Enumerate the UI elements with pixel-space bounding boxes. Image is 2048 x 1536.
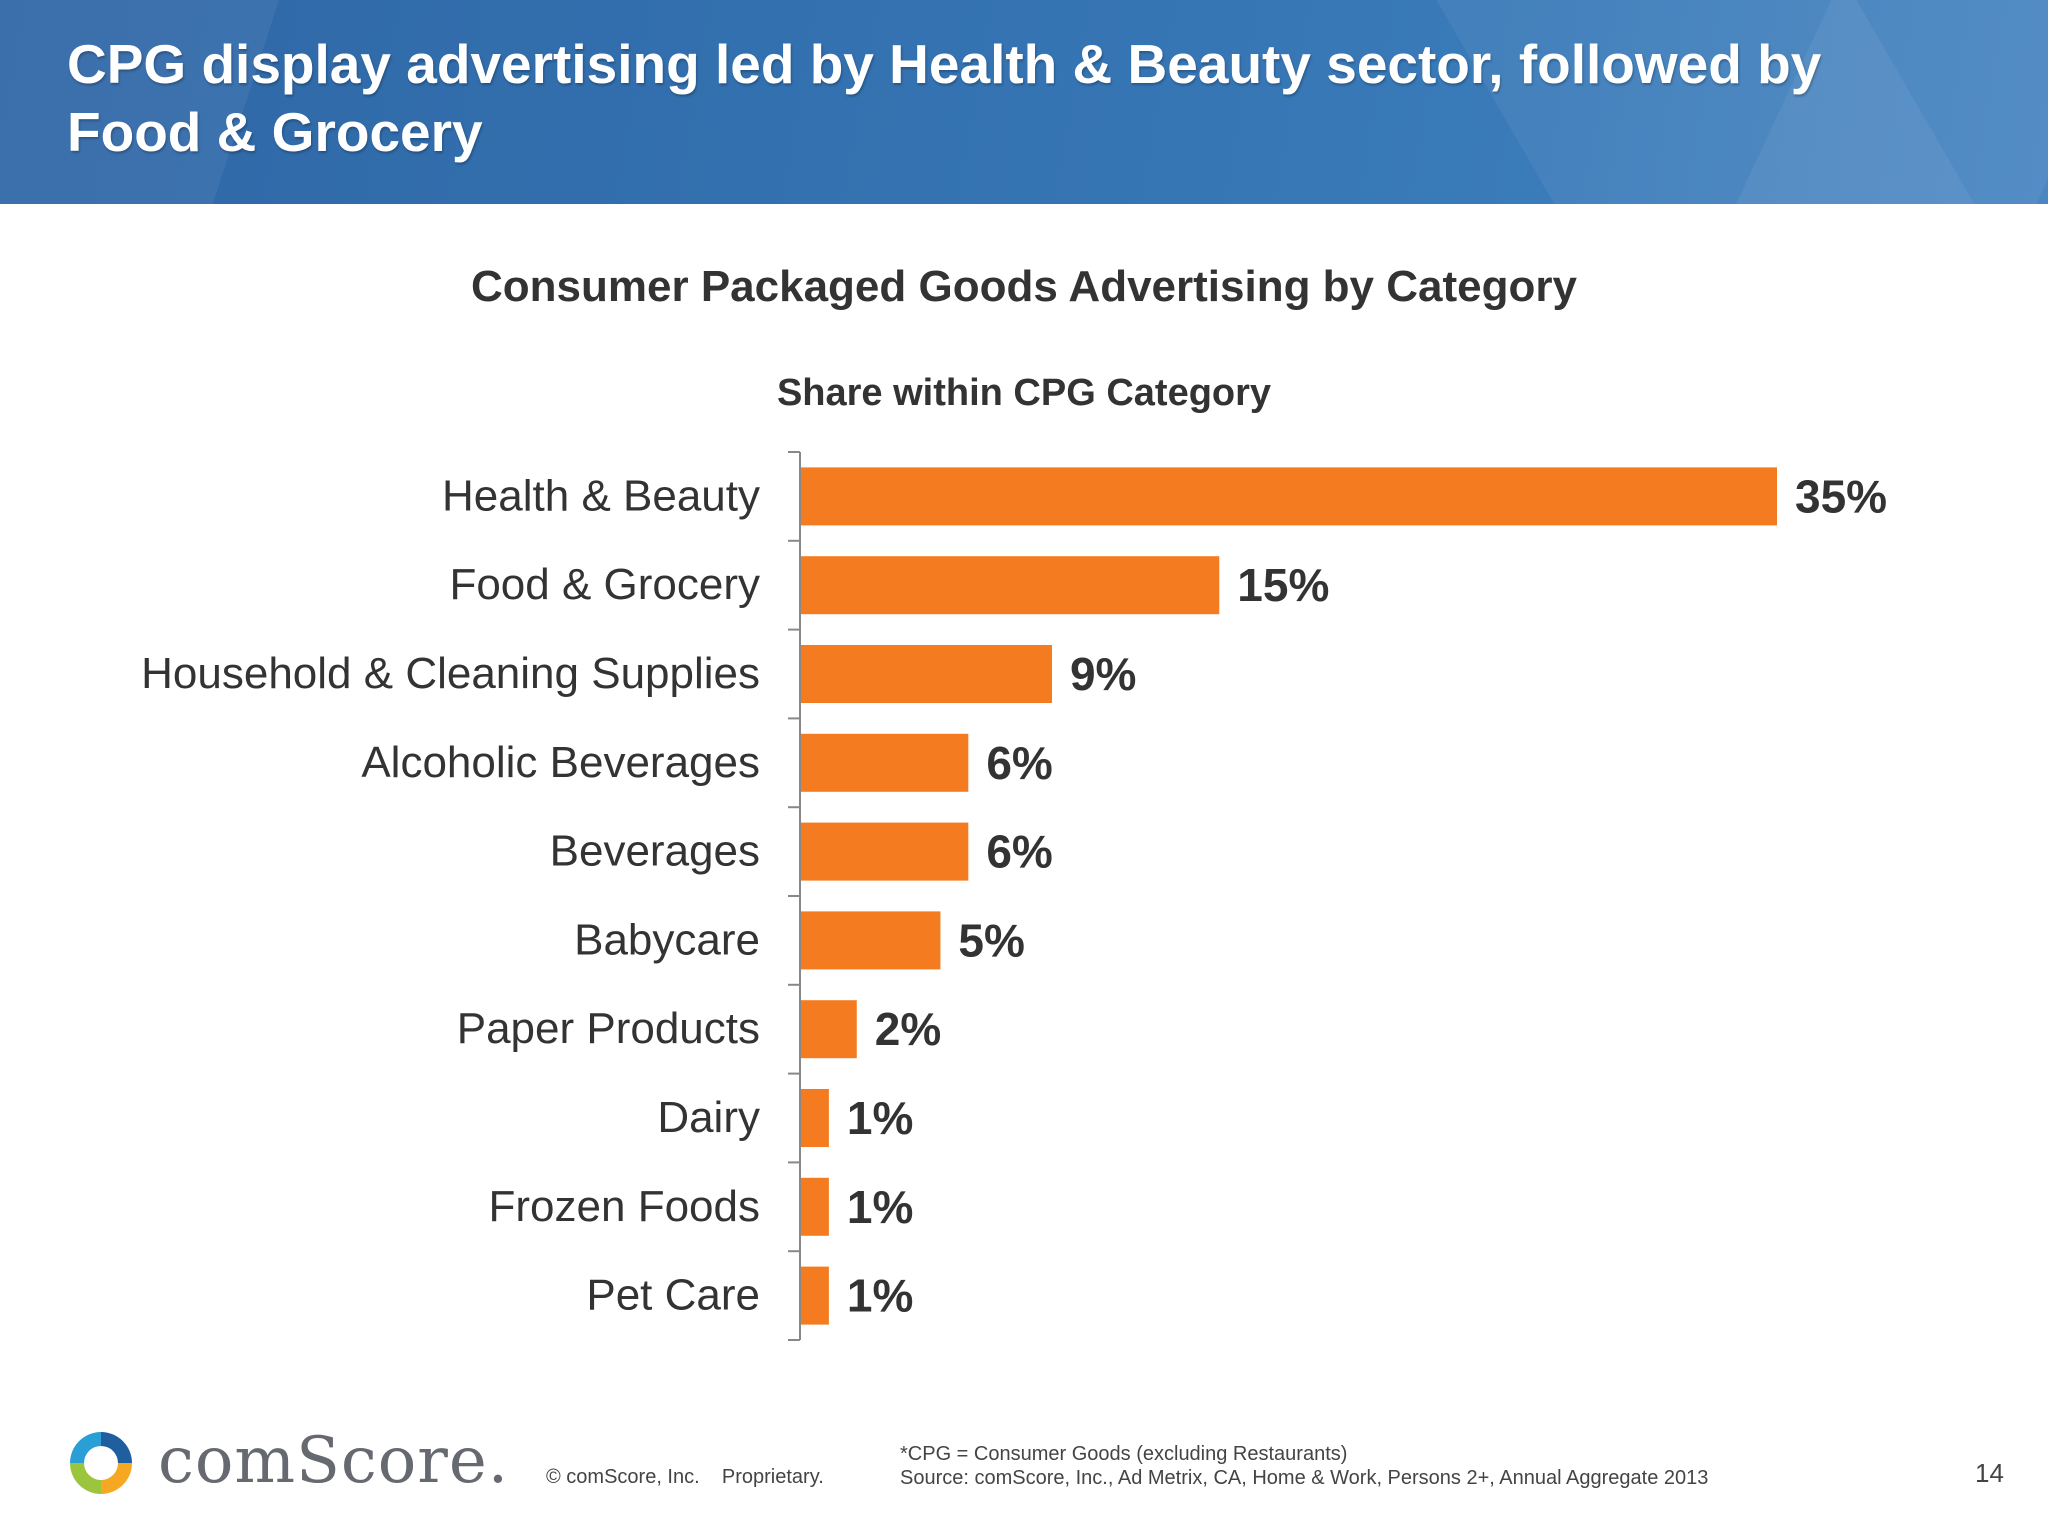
chart-title: Consumer Packaged Goods Advertising by C… <box>471 262 1577 311</box>
bar-chart: Health & Beauty 35% Food & Grocery 15% House… <box>141 451 1887 1341</box>
category-label: Frozen Foods <box>489 1182 760 1231</box>
bar <box>801 1266 829 1325</box>
category-label: Household & Cleaning Supplies <box>141 649 760 698</box>
page-number: 14 <box>1975 1458 2004 1488</box>
value-label: 15% <box>1237 559 1329 611</box>
bar <box>801 645 1052 703</box>
copyright-text: © comScore, Inc. Proprietary. <box>546 1466 824 1488</box>
bar <box>801 911 941 970</box>
category-label: Babycare <box>574 915 760 964</box>
bar <box>801 733 969 792</box>
value-label: 35% <box>1795 470 1887 522</box>
bar <box>801 1000 857 1059</box>
slide-title: CPG display advertising led by Health & … <box>67 33 1822 163</box>
value-label: 1% <box>847 1270 913 1322</box>
category-label: Pet Care <box>586 1271 760 1320</box>
title-banner: CPG display advertising led by Health & … <box>0 0 2048 204</box>
bar <box>801 1177 829 1236</box>
category-label: Health & Beauty <box>442 471 760 520</box>
source-line: Source: comScore, Inc., Ad Metrix, CA, H… <box>900 1467 1709 1489</box>
bar <box>801 822 969 881</box>
comscore-logo-text: comScore. <box>158 1424 510 1498</box>
value-label: 5% <box>958 914 1024 966</box>
chart-subtitle: Share within CPG Category <box>776 372 1272 414</box>
category-label: Beverages <box>550 827 760 876</box>
category-label: Food & Grocery <box>449 560 760 609</box>
value-label: 1% <box>847 1092 913 1144</box>
bar <box>801 467 1777 526</box>
source-note: *CPG = Consumer Goods (excluding Restaur… <box>900 1442 1708 1490</box>
value-label: 6% <box>986 826 1052 878</box>
category-label: Alcoholic Beverages <box>361 738 760 787</box>
value-label: 6% <box>986 737 1052 789</box>
category-label: Paper Products <box>457 1004 760 1053</box>
value-label: 1% <box>847 1181 913 1233</box>
value-label: 9% <box>1070 648 1136 700</box>
value-label: 2% <box>875 1003 941 1055</box>
cpg-footnote: *CPG = Consumer Goods (excluding Restaur… <box>900 1443 1348 1465</box>
bar <box>801 556 1220 615</box>
category-label: Dairy <box>657 1093 760 1142</box>
comscore-logo-icon <box>70 1432 132 1494</box>
bar <box>801 1089 829 1147</box>
